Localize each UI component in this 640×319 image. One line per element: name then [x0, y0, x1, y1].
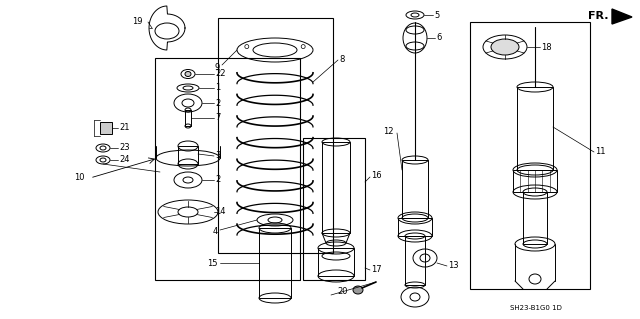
Bar — [517, 87, 553, 170]
Bar — [318, 248, 354, 276]
Text: 6: 6 — [436, 33, 442, 42]
Bar — [398, 218, 432, 236]
Text: 11: 11 — [595, 147, 605, 157]
Bar — [322, 142, 350, 233]
Text: 24: 24 — [119, 155, 129, 165]
Text: 20: 20 — [337, 287, 348, 296]
Text: 18: 18 — [541, 42, 552, 51]
Bar — [470, 22, 590, 289]
Bar — [405, 236, 425, 285]
Ellipse shape — [353, 286, 363, 294]
Text: 4: 4 — [212, 227, 218, 236]
Ellipse shape — [185, 71, 191, 77]
Text: 8: 8 — [339, 55, 344, 63]
Text: 12: 12 — [383, 128, 394, 137]
Text: 7: 7 — [215, 114, 220, 122]
Polygon shape — [612, 9, 632, 24]
Bar — [155, 58, 300, 280]
Bar — [178, 146, 198, 164]
Bar — [402, 160, 428, 218]
Bar — [100, 122, 112, 134]
Text: 19: 19 — [132, 17, 143, 26]
Text: 10: 10 — [74, 174, 85, 182]
Text: 5: 5 — [434, 11, 439, 19]
Text: 22: 22 — [215, 70, 225, 78]
Bar — [185, 110, 191, 126]
Text: 14: 14 — [215, 207, 225, 217]
Text: 17: 17 — [371, 264, 381, 273]
Text: 2: 2 — [215, 175, 220, 184]
Bar — [259, 228, 291, 298]
Text: 16: 16 — [371, 172, 381, 181]
Text: 3: 3 — [215, 152, 220, 160]
Text: 23: 23 — [119, 144, 130, 152]
Text: 9: 9 — [215, 63, 220, 72]
Text: FR.: FR. — [588, 11, 608, 21]
Text: SH23-B1G0 1D: SH23-B1G0 1D — [510, 305, 562, 311]
Text: 13: 13 — [448, 261, 459, 270]
Text: 2: 2 — [215, 99, 220, 108]
Ellipse shape — [491, 39, 519, 55]
Text: 1: 1 — [215, 84, 220, 93]
Bar — [513, 170, 557, 192]
Bar — [303, 138, 365, 280]
Text: 15: 15 — [207, 258, 218, 268]
Text: 21: 21 — [119, 123, 129, 132]
Bar — [523, 192, 547, 244]
Bar — [218, 18, 333, 253]
